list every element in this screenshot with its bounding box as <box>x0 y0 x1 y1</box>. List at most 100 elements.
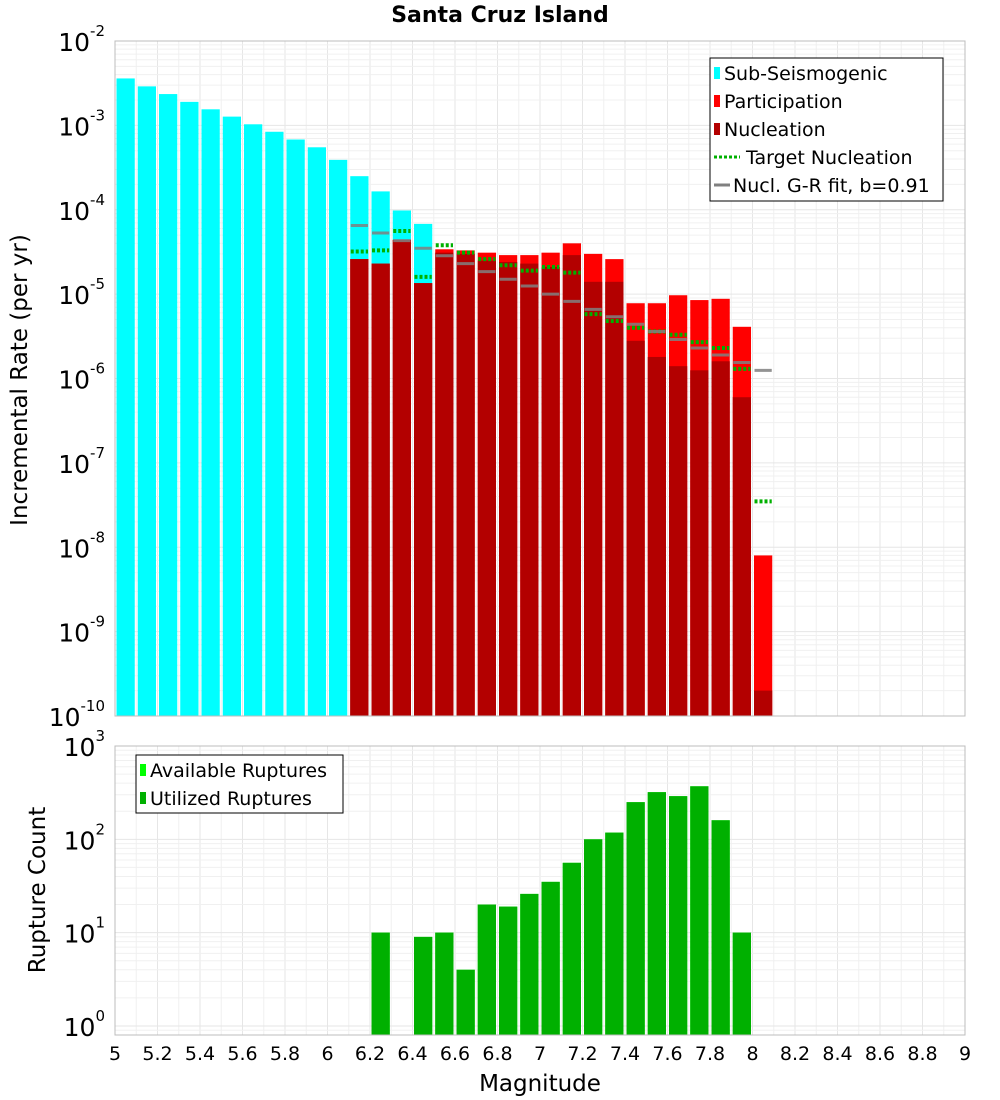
bottom-plot-frame <box>114 745 966 1036</box>
utilized-rupture-bar <box>626 802 645 1035</box>
nucleation-bar <box>669 366 688 716</box>
y-tick-label: 102 <box>64 820 105 855</box>
nucleation-bar <box>541 266 560 716</box>
nucleation-bar <box>626 340 645 716</box>
utilized-rupture-bar <box>414 936 433 1035</box>
target-nucleation-markers <box>350 228 772 504</box>
nucleation-bar <box>350 259 369 716</box>
utilized-rupture-bar <box>711 820 730 1035</box>
utilized-rupture-bar <box>541 881 560 1035</box>
x-tick-label: 5.2 <box>142 1043 172 1065</box>
bottom-grid <box>114 746 966 1036</box>
sub-seismogenic-bar <box>137 86 156 716</box>
utilized-rupture-bar <box>732 932 751 1035</box>
x-tick-label: 8 <box>746 1043 758 1065</box>
nucleation-bar <box>605 281 624 716</box>
top-legend: Sub-Seismogenic Participation Nucleation… <box>709 57 944 202</box>
bottom-legend: Available Ruptures Utilized Ruptures <box>135 754 344 814</box>
utilized-rupture-bar <box>456 969 475 1035</box>
nucleation-bar <box>435 252 454 716</box>
x-tick-label: 5 <box>109 1043 121 1065</box>
sub-seismogenic-bar <box>159 94 178 716</box>
legend-label-participation: Participation <box>724 91 843 113</box>
x-tick-label: 6.8 <box>482 1043 512 1065</box>
x-tick-label: 6.6 <box>440 1043 470 1065</box>
x-tick-label: 8.6 <box>865 1043 895 1065</box>
y-tick-label: 10-6 <box>58 360 105 395</box>
sub-seismogenic-bar <box>265 131 284 717</box>
top-panel: 10-2 10-3 10-4 10-5 10-6 10-7 10-8 10-9 10-10 In… <box>7 22 966 732</box>
legend-swatch-sub-seismogenic <box>714 67 720 79</box>
x-tick-label: 6 <box>321 1043 333 1065</box>
utilized-rupture-bar <box>477 904 496 1035</box>
top-y-tick-labels: 10-2 10-3 10-4 10-5 10-6 10-7 10-8 10-9 10-10 <box>49 22 105 732</box>
legend-label-gr-fit: Nucl. G-R fit, b=0.91 <box>733 175 930 197</box>
utilized-rupture-bar <box>605 832 624 1035</box>
sub-seismogenic-bar <box>116 78 135 717</box>
gr-fit-markers <box>350 224 772 372</box>
legend-label-target-nucleation: Target Nucleation <box>745 147 913 169</box>
utilized-rupture-bar <box>690 786 709 1035</box>
utilized-rupture-bar <box>435 932 454 1035</box>
x-tick-label: 7 <box>534 1043 546 1065</box>
legend-label-available-ruptures: Available Ruptures <box>150 760 327 782</box>
y-tick-label: 10-8 <box>58 528 105 563</box>
utilized-rupture-bar <box>371 932 390 1035</box>
y-tick-label: 10-3 <box>58 106 105 141</box>
bottom-y-axis-label: Rupture Count <box>25 807 51 973</box>
sub-seismogenic-bar <box>222 116 241 716</box>
bottom-panel: 103 102 101 100 5 5.2 5.4 5.6 5.8 6 6.2 6.4 6.6 6.8 7… <box>25 727 971 1097</box>
x-tick-label: 5.8 <box>270 1043 300 1065</box>
nucleation-bar <box>647 356 666 716</box>
legend-label-nucleation: Nucleation <box>724 119 826 141</box>
x-tick-label: 5.4 <box>185 1043 215 1065</box>
sub-seismogenic-bar <box>286 139 305 716</box>
y-tick-label: 10-4 <box>58 191 105 226</box>
y-tick-label: 10-10 <box>49 697 105 732</box>
utilized-rupture-bar <box>520 893 539 1035</box>
chart-title: Santa Cruz Island <box>391 3 609 28</box>
legend-swatch-available-ruptures <box>140 764 146 776</box>
x-tick-labels: 5 5.2 5.4 5.6 5.8 6 6.2 6.4 6.6 6.8 7 7.2 7.4 7.6 7.8 8… <box>109 1043 971 1065</box>
y-tick-label: 100 <box>64 1007 105 1042</box>
sub-seismogenic-bar <box>244 124 263 716</box>
nucleation-bar <box>477 260 496 716</box>
nucleation-bar <box>690 370 709 716</box>
bottom-y-tick-labels: 103 102 101 100 <box>64 727 105 1042</box>
utilized-rupture-bar <box>647 792 666 1035</box>
nucleation-bar <box>732 397 751 716</box>
x-tick-label: 8.2 <box>780 1043 810 1065</box>
x-tick-label: 9 <box>959 1043 971 1065</box>
legend-swatch-nucleation <box>714 123 720 135</box>
y-tick-label: 101 <box>64 914 105 949</box>
nucleation-bar <box>754 690 773 716</box>
nucleation-bar <box>456 253 475 716</box>
nucleation-bar <box>711 361 730 716</box>
x-tick-label: 6.2 <box>355 1043 385 1065</box>
nucleation-bars <box>350 239 773 716</box>
nucleation-bar <box>584 281 603 716</box>
sub-seismogenic-bar <box>307 147 326 717</box>
nucleation-bar <box>371 263 390 716</box>
sub-seismogenic-bar <box>329 159 348 717</box>
legend-label-sub-seismogenic: Sub-Seismogenic <box>724 63 888 85</box>
sub-seismogenic-bar <box>201 109 220 716</box>
y-tick-label: 10-9 <box>58 613 105 648</box>
y-tick-label: 10-7 <box>58 444 105 479</box>
top-y-axis-label: Incremental Rate (per yr) <box>7 234 33 526</box>
legend-label-utilized-ruptures: Utilized Ruptures <box>150 788 312 810</box>
y-tick-label: 103 <box>64 727 105 762</box>
x-tick-label: 7.8 <box>695 1043 725 1065</box>
x-tick-label: 7.4 <box>610 1043 640 1065</box>
utilized-rupture-bars <box>371 786 751 1035</box>
participation-bar <box>754 555 773 716</box>
utilized-rupture-bar <box>562 862 581 1035</box>
legend-swatch-participation <box>714 95 720 107</box>
y-tick-label: 10-5 <box>58 275 105 310</box>
nucleation-bar <box>562 255 581 716</box>
utilized-rupture-bar <box>584 839 603 1035</box>
nucleation-bar <box>520 263 539 716</box>
legend-swatch-utilized-ruptures <box>140 792 146 804</box>
x-tick-label: 7.6 <box>652 1043 682 1065</box>
